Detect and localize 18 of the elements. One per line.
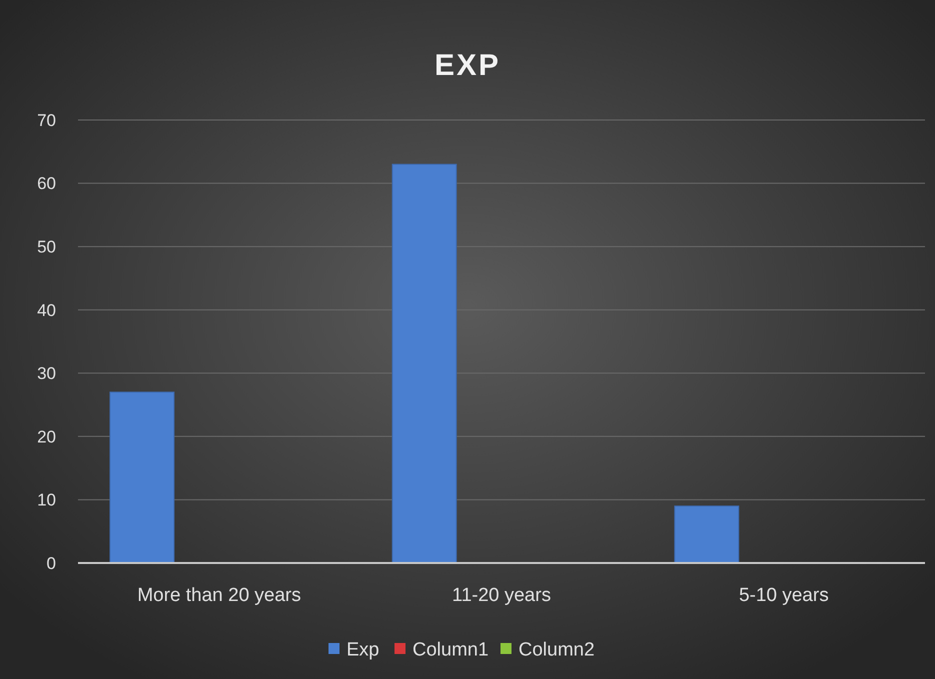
legend-label: Column2	[518, 640, 595, 661]
y-tick-label: 30	[37, 364, 56, 384]
bar	[392, 164, 457, 564]
y-tick-label: 60	[37, 174, 56, 194]
bar	[110, 392, 175, 564]
x-tick-label: More than 20 years	[137, 585, 302, 606]
y-tick-label: 40	[37, 300, 56, 320]
chart-title: EXP	[434, 49, 501, 82]
y-tick-label: 70	[37, 110, 56, 130]
y-tick-label: 20	[37, 427, 56, 446]
text: Exp	[346, 640, 380, 661]
y-tick-label: 10	[37, 490, 56, 510]
x-tick-label: 11-20 years	[452, 585, 551, 606]
y-tick-label: 50	[37, 238, 56, 257]
x-tick-label: 5-10 years	[738, 585, 829, 606]
legend-label: Column1	[412, 640, 489, 661]
y-tick-label: 0	[46, 554, 56, 573]
bar	[674, 506, 740, 564]
